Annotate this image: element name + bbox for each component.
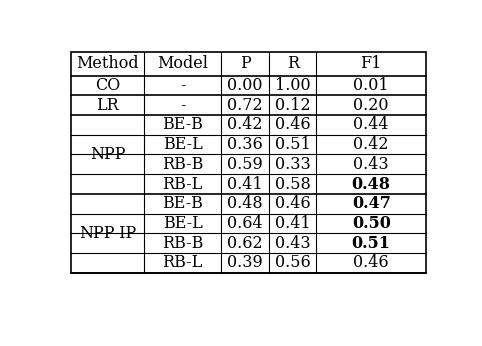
Text: 0.41: 0.41: [275, 215, 310, 232]
Text: -: -: [180, 97, 186, 114]
Text: 0.43: 0.43: [353, 156, 389, 173]
Text: Model: Model: [157, 55, 208, 72]
Text: 0.47: 0.47: [352, 195, 391, 212]
Text: 0.42: 0.42: [228, 116, 263, 134]
Text: Method: Method: [77, 55, 139, 72]
Text: R: R: [287, 55, 299, 72]
Text: BE-L: BE-L: [163, 136, 202, 153]
Text: NPP: NPP: [90, 146, 126, 163]
Text: BE-B: BE-B: [162, 116, 203, 134]
Text: 0.44: 0.44: [353, 116, 389, 134]
Text: 0.01: 0.01: [353, 77, 389, 94]
Text: NPP-IP: NPP-IP: [79, 225, 136, 242]
Text: 0.43: 0.43: [275, 235, 310, 252]
Text: 0.64: 0.64: [228, 215, 263, 232]
Text: -: -: [180, 77, 186, 94]
Text: 0.00: 0.00: [228, 77, 263, 94]
Text: RB-B: RB-B: [162, 235, 203, 252]
Text: 0.46: 0.46: [275, 116, 310, 134]
Text: CO: CO: [95, 77, 120, 94]
Text: 0.39: 0.39: [228, 254, 263, 271]
Text: 0.41: 0.41: [228, 175, 263, 193]
Text: 0.50: 0.50: [352, 215, 391, 232]
Text: P: P: [240, 55, 251, 72]
Text: 0.46: 0.46: [353, 254, 389, 271]
Text: 0.58: 0.58: [275, 175, 311, 193]
Text: 0.51: 0.51: [352, 235, 391, 252]
Text: 0.48: 0.48: [228, 195, 263, 212]
Text: 0.20: 0.20: [353, 97, 389, 114]
Text: 0.33: 0.33: [275, 156, 311, 173]
Text: RB-L: RB-L: [162, 175, 203, 193]
Text: RB-L: RB-L: [162, 254, 203, 271]
Text: 0.42: 0.42: [353, 136, 389, 153]
Text: 0.62: 0.62: [228, 235, 263, 252]
Text: 0.56: 0.56: [275, 254, 311, 271]
Text: BE-B: BE-B: [162, 195, 203, 212]
Text: 0.72: 0.72: [228, 97, 263, 114]
Text: 0.48: 0.48: [352, 175, 391, 193]
Text: 1.00: 1.00: [275, 77, 310, 94]
Text: 0.51: 0.51: [275, 136, 311, 153]
Text: 0.46: 0.46: [275, 195, 310, 212]
Text: F1: F1: [361, 55, 382, 72]
Text: RB-B: RB-B: [162, 156, 203, 173]
Text: BE-L: BE-L: [163, 215, 202, 232]
Text: LR: LR: [96, 97, 119, 114]
Text: 0.36: 0.36: [228, 136, 263, 153]
Text: 0.12: 0.12: [275, 97, 310, 114]
Bar: [71, 52, 427, 273]
Text: 0.59: 0.59: [228, 156, 263, 173]
